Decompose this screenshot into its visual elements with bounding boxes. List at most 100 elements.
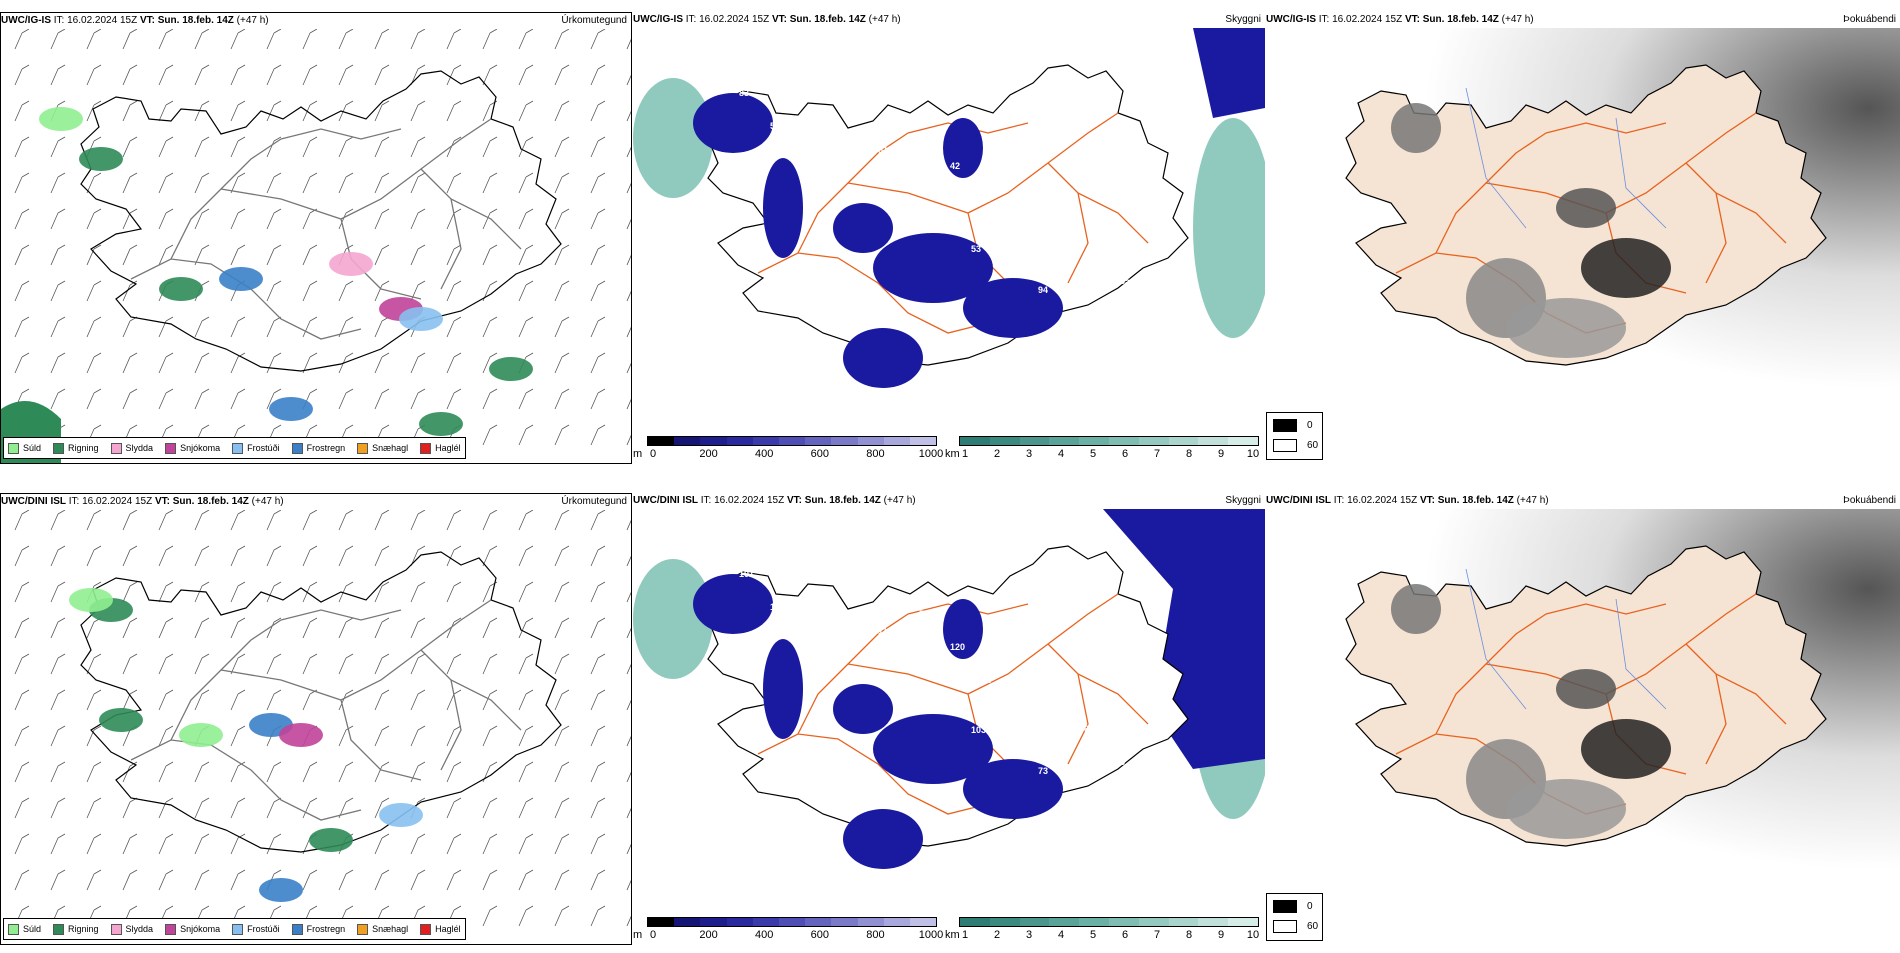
visibility-value: 42: [1151, 765, 1161, 775]
colorbar-tick: 1000: [918, 929, 944, 941]
visibility-value: 62: [1017, 683, 1027, 693]
vt-label: VT:: [771, 14, 787, 25]
colorbar-segment: [648, 437, 675, 445]
legend-label: Rigning: [68, 924, 99, 934]
panel-header: UWC/DINI ISL IT: 16.02.2024 15Z VT: Sun.…: [1, 494, 631, 510]
colorbar-tick: 200: [699, 448, 718, 460]
colorbar-strip: [647, 436, 937, 446]
visibility-value: 86: [883, 120, 893, 130]
colorbar-tick: 2: [993, 929, 1001, 941]
visibility-value: 74: [1007, 252, 1017, 262]
legend-item: Snæhagl: [357, 923, 409, 935]
visibility-value: 88: [806, 610, 816, 620]
lead-time: (+47 h): [251, 496, 284, 507]
visibility-km-colorbar: km 1 2 3 4 5 6 7 8 9 10: [941, 917, 1265, 953]
colorbar-segment: [674, 437, 701, 445]
visibility-value: 42: [806, 129, 816, 139]
visibility-value: 62: [811, 585, 821, 595]
visibility-value: 53: [1105, 326, 1115, 336]
colorbar-segment: [989, 918, 1020, 926]
visibility-value: 105: [847, 112, 862, 122]
vt-value: Sun. 18.feb. 14Z: [157, 15, 234, 26]
wind-barbs: [14, 510, 631, 927]
visibility-value: 152: [945, 667, 960, 677]
fog-legend-label: 60: [1307, 440, 1319, 451]
legend-swatch: [291, 923, 303, 935]
panel-header: UWC/DINI ISL IT: 16.02.2024 15Z VT: Sun.…: [633, 493, 1265, 509]
legend-swatch: [232, 442, 244, 454]
colorbar-segment: [805, 918, 832, 926]
visibility-panel-row1: UWC/IG-IS IT: 16.02.2024 15Z VT: Sun. 18…: [633, 12, 1265, 464]
colorbar-tick: 600: [810, 929, 829, 941]
colorbar-tick: 5: [1089, 448, 1097, 460]
lead-time: (+47 h): [868, 14, 901, 25]
colorbar-tick: 7: [1153, 929, 1161, 941]
colorbar-unit: m: [633, 448, 643, 460]
visibility-value: 64: [909, 659, 919, 669]
legend-swatch: [165, 923, 177, 935]
colorbar-segment: [1049, 437, 1080, 445]
legend-item: Snjókoma: [165, 923, 220, 935]
legend-swatch: [53, 442, 65, 454]
road-network: [130, 118, 522, 340]
low-vis-sea: [1103, 509, 1265, 769]
legend-label: Frostregn: [306, 443, 346, 453]
legend-swatch: [165, 442, 177, 454]
legend-label: Snæhagl: [372, 924, 409, 934]
visibility-map: 56 58 96 49 53 94 53 71 83 42 36 74 74 90 72 63 64 59 83 89…: [633, 28, 1265, 409]
model-name: UWC/DINI ISL: [633, 495, 698, 506]
visibility-value: 74: [1079, 749, 1089, 759]
visibility-value: 90: [1074, 293, 1084, 303]
legend-label: Haglél: [435, 924, 461, 934]
visibility-value: 298: [713, 831, 728, 841]
colorbar-tick: 0: [649, 448, 657, 460]
visibility-value: 114: [1146, 309, 1161, 319]
visibility-value: 50: [744, 864, 754, 874]
legend-label: Snæhagl: [372, 443, 409, 453]
colorbar-tick: 5: [1089, 929, 1097, 941]
legend-swatch: [53, 923, 65, 935]
legend-item: Slydda: [110, 442, 154, 454]
colorbar-tick: 400: [755, 448, 774, 460]
visibility-labels: 86 116 97 109 103 73 56 95 101 88 83 80 67 73 81 62 53 53…: [703, 561, 1192, 890]
visibility-value: 72: [1141, 334, 1151, 344]
colorbar-segment: [1079, 918, 1109, 926]
vt-value: Sun. 18.feb. 14Z: [172, 496, 249, 507]
visibility-value: 59: [842, 137, 852, 147]
colorbar-segment: [1228, 918, 1258, 926]
visibility-value: 46: [883, 601, 893, 611]
field-name: Þokuábendi: [1843, 14, 1896, 25]
low-visibility-areas: [693, 93, 1063, 388]
lead-time: (+47 h): [236, 15, 269, 26]
legend-item: Haglél: [420, 442, 461, 454]
colorbar-segment: [752, 437, 779, 445]
visibility-value: 105: [1182, 317, 1197, 327]
colorbar-unit: km: [945, 929, 960, 941]
legend-label: Rigning: [68, 443, 99, 453]
colorbar-tick: 200: [699, 929, 718, 941]
visibility-value: 79: [1012, 708, 1022, 718]
fog-panel-row2: UWC/DINI ISL IT: 16.02.2024 15Z VT: Sun.…: [1266, 493, 1900, 945]
fog-legend: 0 60: [1266, 412, 1323, 460]
legend-item: Frostregn: [291, 923, 345, 935]
visibility-value: 95: [1172, 848, 1182, 858]
colorbar-tick: 3: [1025, 929, 1033, 941]
colorbar-segment: [778, 918, 806, 926]
visibility-km-colorbar: km 1 2 3 4 5 6 7 8 9 10: [941, 436, 1265, 472]
lead-time: (+47 h): [1516, 495, 1549, 506]
colorbar-segment: [752, 918, 779, 926]
legend-label: Slydda: [125, 443, 154, 453]
visibility-value: 56: [1105, 807, 1115, 817]
visibility-value: 67: [1084, 724, 1094, 734]
legend-swatch: [291, 442, 303, 454]
fog-legend-swatch: [1273, 900, 1297, 913]
legend-swatch: [8, 442, 19, 454]
legend-swatch: [420, 442, 432, 454]
visibility-value: 59: [1012, 227, 1022, 237]
visibility-value: 51: [878, 145, 888, 155]
it-value: 16.02.2024 15Z: [699, 14, 770, 25]
colorbar-tick: 10: [1246, 929, 1260, 941]
visibility-value: 94: [976, 700, 986, 710]
visibility-m-colorbar: m 0 200 400 600 800 1000: [633, 917, 943, 953]
fog-legend-swatch: [1273, 419, 1297, 432]
